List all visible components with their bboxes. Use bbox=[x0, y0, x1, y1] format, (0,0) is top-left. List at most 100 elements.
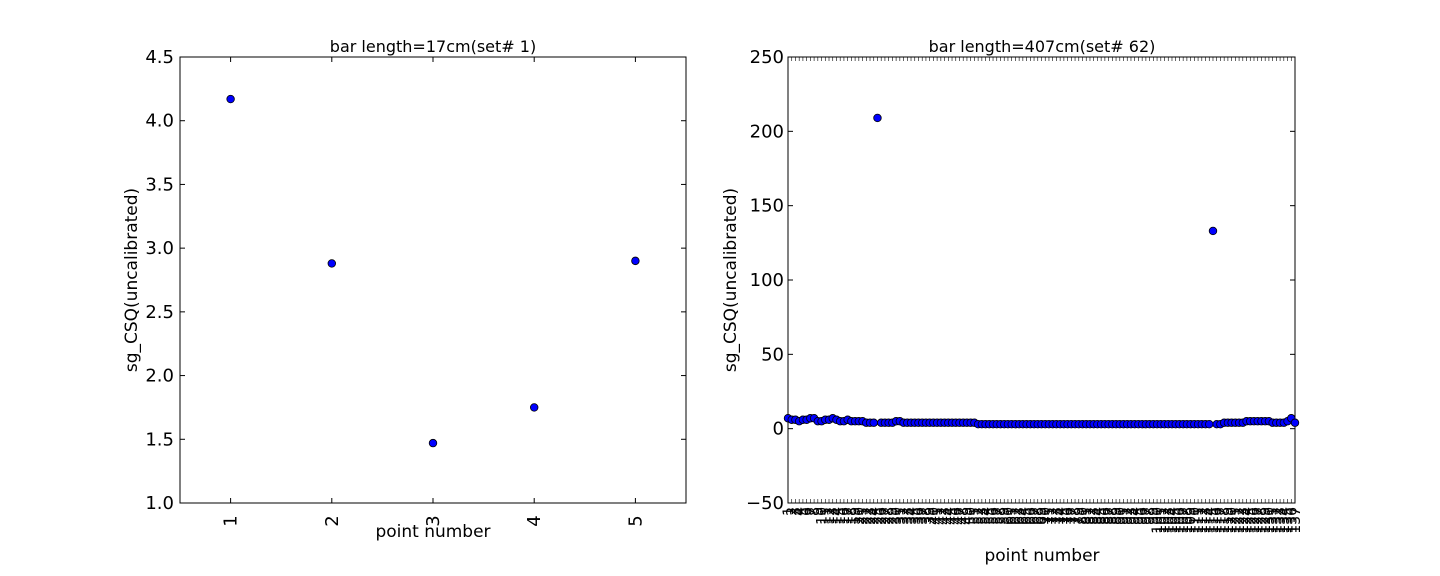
x-tick-label: 34 bbox=[904, 507, 920, 525]
chart-left-xlabel: point number bbox=[375, 522, 490, 542]
x-tick-label: 50 bbox=[964, 507, 980, 525]
data-point bbox=[226, 94, 235, 104]
x-tick-label: 128 bbox=[1254, 507, 1270, 534]
x-tick-label: 1 bbox=[781, 507, 797, 516]
y-tick-label: 3.0 bbox=[145, 238, 174, 259]
x-tick-label: 121 bbox=[1228, 507, 1244, 534]
x-tick-label: 126 bbox=[1247, 507, 1263, 534]
x-tick-label: 14 bbox=[829, 507, 845, 525]
x-tick-label: 65 bbox=[1020, 507, 1036, 525]
x-tick-label: 4 bbox=[792, 507, 808, 516]
x-tick-label: 46 bbox=[949, 507, 965, 525]
y-tick-label: 2.5 bbox=[145, 302, 174, 323]
x-tick-label: 51 bbox=[967, 507, 983, 525]
x-tick-label: 78 bbox=[1068, 507, 1084, 525]
x-tick-label: 70 bbox=[1038, 507, 1054, 525]
x-tick-label: 99 bbox=[1146, 507, 1162, 525]
data-point bbox=[1208, 226, 1218, 236]
x-tick-label: 56 bbox=[986, 507, 1002, 525]
y-tick-label: 250 bbox=[750, 47, 784, 68]
chart-left-title: bar length=17cm(set# 1) bbox=[330, 37, 536, 56]
chart-left-points bbox=[226, 94, 640, 448]
chart-left-ticks: 1.0 1.5 2.0 2.5 3.0 3.5 4.0 4.5 1 2 3 4 5 bbox=[145, 47, 686, 527]
x-tick-label: 137 bbox=[1288, 507, 1304, 534]
x-tick-label: 85 bbox=[1094, 507, 1110, 525]
data-point bbox=[1205, 420, 1214, 429]
x-tick-label: 133 bbox=[1273, 507, 1289, 534]
x-tick-label: 26 bbox=[874, 507, 890, 525]
x-tick-label: 16 bbox=[837, 507, 853, 525]
x-tick-label: 21 bbox=[856, 507, 872, 525]
x-tick-label: 115 bbox=[1206, 507, 1222, 534]
x-tick-label: 60 bbox=[1001, 507, 1017, 525]
x-tick-label: 72 bbox=[1046, 507, 1062, 525]
x-tick-label: 49 bbox=[960, 507, 976, 525]
x-tick-label: 89 bbox=[1109, 507, 1125, 525]
x-tick-label: 12 bbox=[822, 507, 838, 525]
x-tick-label: 136 bbox=[1284, 507, 1300, 534]
x-tick-label: 101 bbox=[1154, 507, 1170, 534]
x-tick-label: 6 bbox=[800, 507, 816, 516]
x-tick-label: 48 bbox=[956, 507, 972, 525]
y-tick-label: 2.0 bbox=[145, 366, 174, 387]
x-tick-label: 54 bbox=[979, 507, 995, 525]
x-tick-label: 110 bbox=[1187, 507, 1203, 534]
x-tick-label: 7 bbox=[803, 507, 819, 516]
x-tick-label: 96 bbox=[1135, 507, 1151, 525]
x-tick-label: 93 bbox=[1124, 507, 1140, 525]
x-tick-label: 2 bbox=[785, 507, 801, 516]
x-tick-label: 92 bbox=[1120, 507, 1136, 525]
x-tick-label: 59 bbox=[997, 507, 1013, 525]
x-tick-label: 35 bbox=[908, 507, 924, 525]
x-tick-label: 108 bbox=[1180, 507, 1196, 534]
x-tick-label: 104 bbox=[1165, 507, 1181, 534]
chart-right-plot-frame bbox=[787, 56, 1296, 504]
data-point bbox=[873, 113, 882, 123]
x-tick-label: 129 bbox=[1258, 507, 1274, 534]
x-tick-label: 98 bbox=[1143, 507, 1159, 525]
x-tick-label: 87 bbox=[1102, 507, 1118, 525]
x-tick-label: 57 bbox=[990, 507, 1006, 525]
x-tick-label: 43 bbox=[938, 507, 954, 525]
y-tick-label: 1.0 bbox=[145, 493, 174, 514]
data-point bbox=[1290, 418, 1300, 427]
x-tick-label: 74 bbox=[1053, 507, 1069, 525]
x-tick-label: 120 bbox=[1225, 507, 1241, 534]
x-tick-label: 53 bbox=[975, 507, 991, 525]
x-tick-label: 25 bbox=[870, 507, 886, 525]
x-tick-label: 66 bbox=[1023, 507, 1039, 525]
x-tick-label: 71 bbox=[1042, 507, 1058, 525]
x-tick-label: 32 bbox=[897, 507, 913, 525]
x-tick-label: 73 bbox=[1049, 507, 1065, 525]
y-tick-label: 0 bbox=[773, 419, 784, 440]
data-point bbox=[869, 418, 878, 427]
x-tick-label: 130 bbox=[1262, 507, 1278, 534]
x-tick-label: 27 bbox=[878, 507, 894, 525]
x-tick-label: 52 bbox=[971, 507, 987, 525]
chart-right: bar length=407cm(set# 62) −5005010015020… bbox=[721, 37, 1304, 566]
y-tick-label: 4.0 bbox=[145, 111, 174, 132]
x-tick-label: 31 bbox=[893, 507, 909, 525]
x-tick-label: 2 bbox=[322, 515, 343, 526]
x-tick-label: 40 bbox=[926, 507, 942, 525]
x-tick-label: 116 bbox=[1210, 507, 1226, 534]
y-tick-label: 200 bbox=[750, 121, 784, 142]
x-tick-label: 44 bbox=[941, 507, 957, 525]
x-tick-label: 82 bbox=[1083, 507, 1099, 525]
x-tick-label: 20 bbox=[852, 507, 868, 525]
x-tick-label: 103 bbox=[1161, 507, 1177, 534]
chart-right-ylabel: sg_CSQ(uncalibrated) bbox=[721, 188, 741, 372]
x-tick-label: 5 bbox=[796, 507, 812, 516]
x-tick-label: 134 bbox=[1277, 507, 1293, 534]
x-tick-label: 55 bbox=[982, 507, 998, 525]
x-tick-label: 45 bbox=[945, 507, 961, 525]
x-tick-label: 33 bbox=[900, 507, 916, 525]
x-tick-label: 37 bbox=[915, 507, 931, 525]
x-tick-label: 58 bbox=[993, 507, 1009, 525]
x-tick-label: 113 bbox=[1199, 507, 1215, 534]
x-tick-label: 84 bbox=[1090, 507, 1106, 525]
x-tick-label: 13 bbox=[826, 507, 842, 525]
x-tick-label: 88 bbox=[1105, 507, 1121, 525]
x-tick-label: 19 bbox=[848, 507, 864, 525]
